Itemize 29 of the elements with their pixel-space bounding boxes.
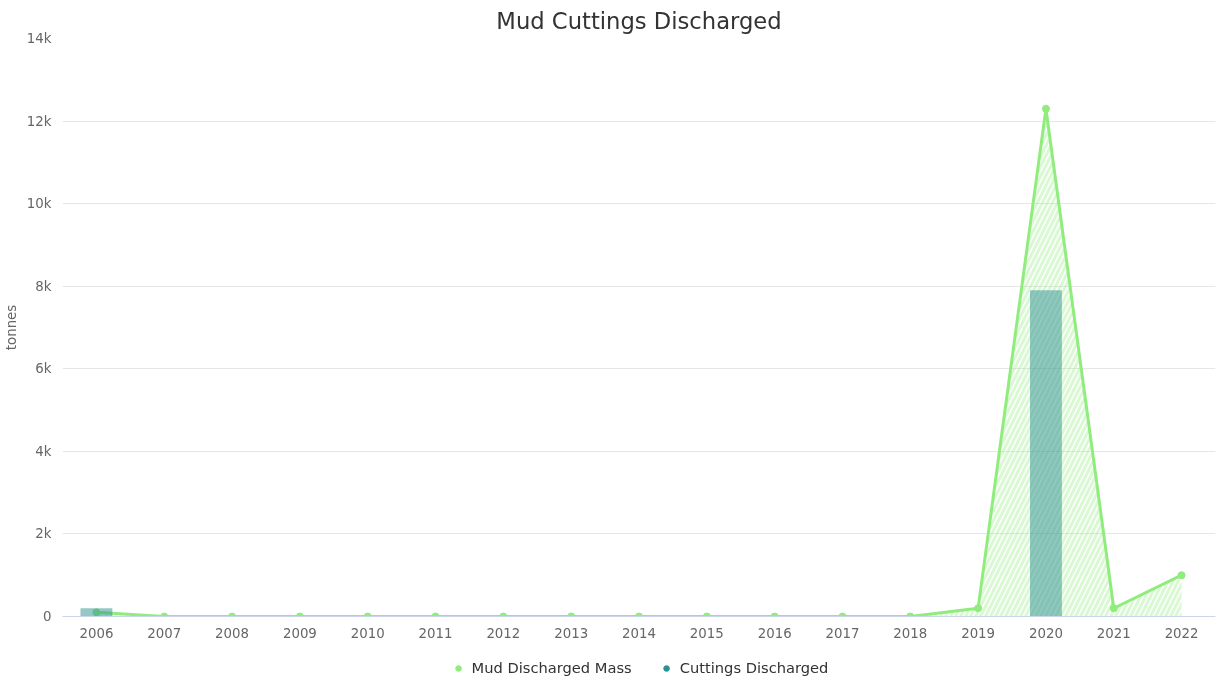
y-tick-label: 2k — [35, 526, 52, 542]
x-tick-label: 2016 — [757, 625, 792, 641]
x-tick-label: 2007 — [147, 625, 182, 641]
x-tick-label: 2015 — [689, 625, 724, 641]
y-tick-label: 10k — [26, 196, 52, 212]
y-axis-title: tonnes — [3, 304, 19, 351]
x-tick-label: 2014 — [622, 625, 656, 641]
x-tick-label: 2018 — [893, 625, 928, 641]
y-tick-label: 14k — [26, 31, 52, 46]
x-tick-label: 2013 — [554, 625, 589, 641]
y-tick-label: 0 — [43, 609, 52, 624]
x-tick-label: 2017 — [825, 625, 860, 641]
x-tick-label: 2008 — [215, 625, 250, 641]
x-tick-label: 2020 — [1028, 625, 1063, 641]
x-tick-label: 2009 — [282, 625, 317, 641]
legend-label: Mud Discharged Mass — [471, 659, 632, 676]
x-tick-label: 2012 — [486, 625, 521, 641]
y-tick-label: 6k — [35, 361, 52, 377]
y-tick-label: 12k — [26, 113, 52, 129]
x-tick-label: 2006 — [79, 625, 114, 641]
y-tick-label: 8k — [35, 278, 52, 294]
y-tick-label: 4k — [35, 443, 52, 459]
x-tick-label: 2011 — [418, 625, 453, 641]
x-tick-label: 2010 — [350, 625, 385, 641]
chart-title: Mud Cuttings Discharged — [496, 7, 782, 34]
x-tick-label: 2022 — [1164, 625, 1199, 641]
x-tick-label: 2019 — [961, 625, 996, 641]
legend-label: Cuttings Discharged — [679, 659, 829, 676]
x-tick-label: 2021 — [1096, 625, 1131, 641]
